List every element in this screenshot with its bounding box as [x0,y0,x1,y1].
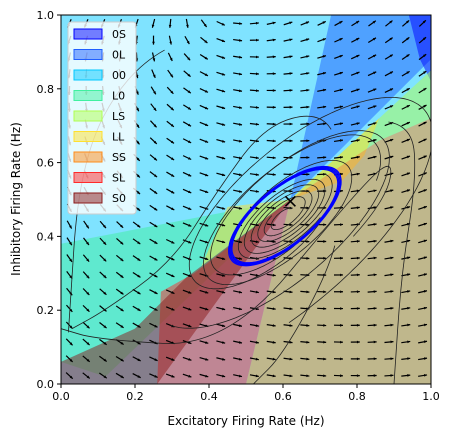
legend-swatch [74,29,102,39]
legend-label: 00 [112,69,126,82]
x-tick-label: 0.8 [348,390,366,403]
legend-swatch [74,173,102,183]
legend-item-l0: L0 [74,90,125,103]
x-tick-label: 1.0 [422,390,440,403]
y-tick-label: 0.8 [37,83,55,96]
legend-item-ll: LL [74,131,125,144]
legend-swatch [74,111,102,121]
y-tick-label: 0.0 [37,378,55,391]
legend-label: 0L [112,49,126,62]
legend-label: S0 [112,192,126,205]
legend-swatch [74,70,102,80]
legend-item-ls: LS [74,110,125,123]
legend-item-ss: SS [74,151,126,164]
legend-label: SS [112,151,126,164]
legend-swatch [74,152,102,162]
x-axis-ticks: 0.0 0.2 0.4 0.6 0.8 1.0 [52,384,440,403]
x-tick-label: 0.0 [52,390,70,403]
legend-swatch [74,91,102,101]
x-tick-label: 0.4 [200,390,218,403]
legend-swatch [74,193,102,203]
x-tick-label: 0.2 [126,390,144,403]
legend-item-sl: SL [74,172,126,185]
legend-label: SL [112,172,126,185]
legend-label: 0S [112,28,126,41]
legend-item-s0: S0 [74,192,126,205]
legend-label: LS [112,110,125,123]
legend-item-0s: 0S [74,28,126,41]
legend-swatch [74,132,102,142]
legend: 0S 0L 00 L0 LS LL SS SL S0 [68,22,136,214]
legend-item-0l: 0L [74,49,126,62]
y-tick-label: 0.4 [37,230,55,243]
y-tick-label: 0.2 [37,304,55,317]
legend-swatch [74,50,102,60]
legend-label: LL [112,131,125,144]
y-tick-label: 1.0 [37,9,55,22]
x-axis-label: Excitatory Firing Rate (Hz) [167,414,324,428]
y-tick-label: 0.6 [37,157,55,170]
legend-item-00: 00 [74,69,126,82]
y-axis-label: Inhibitory Firing Rate (Hz) [9,122,23,276]
legend-label: L0 [112,90,125,103]
x-tick-label: 0.6 [274,390,292,403]
y-axis-ticks: 0.0 0.2 0.4 0.6 0.8 1.0 [37,9,62,391]
